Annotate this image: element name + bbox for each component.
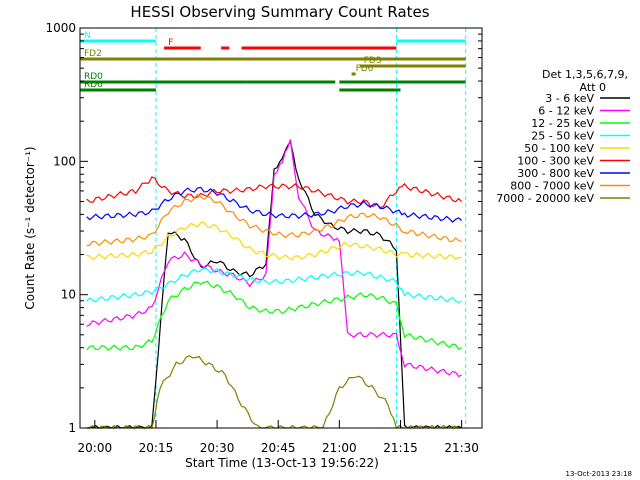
flag-label: FD3 — [364, 56, 382, 66]
series-line — [86, 193, 462, 247]
x-tick-label: 21:30 — [444, 441, 479, 455]
x-axis-label: Start Time (13-Oct-13 19:56:22) — [185, 456, 379, 470]
flag-label: FD2 — [84, 49, 102, 59]
x-tick-label: 20:30 — [200, 441, 235, 455]
series-line — [86, 221, 462, 261]
series-line — [86, 176, 463, 209]
legend-entry-label: 12 - 25 keV — [531, 117, 594, 130]
legend-entry-label: 7000 - 20000 keV — [496, 192, 594, 205]
y-tick-label: 1 — [68, 421, 76, 435]
legend-entry-label: 100 - 300 keV — [517, 155, 594, 168]
legend-entry-label: 300 - 800 keV — [517, 167, 594, 180]
legend-header-line-2: Att 0 — [580, 81, 606, 94]
y-tick-label: 1000 — [45, 21, 76, 35]
y-tick-label: 100 — [53, 154, 76, 168]
legend-entry-label: 3 - 6 keV — [545, 92, 594, 105]
flag-label: N — [84, 31, 91, 41]
legend-entry-label: 25 - 50 keV — [531, 130, 594, 143]
y-tick-label: 10 — [61, 288, 76, 302]
axes: 20:00 20:15 20:30 20:45 21:00 21:15 21:30 1 10 10… — [45, 21, 483, 455]
series-line — [86, 139, 462, 378]
x-tick-label: 20:00 — [78, 441, 113, 455]
flag-label: F — [168, 38, 173, 48]
flag-label: FD6 — [356, 64, 374, 74]
y-axis-label: Count Rate (s⁻¹ detector⁻¹) — [23, 146, 37, 309]
x-tick-label: 20:45 — [261, 441, 296, 455]
x-tick-label: 21:15 — [383, 441, 418, 455]
series-line — [86, 266, 462, 304]
series-line — [86, 186, 463, 223]
legend-header-line-1: Det 1,3,5,6,7,9, — [542, 68, 628, 81]
x-tick-label: 20:15 — [139, 441, 174, 455]
flag-label: RD6 — [84, 80, 103, 90]
flag-label: RD0 — [84, 72, 103, 82]
plot-frame — [79, 27, 483, 429]
series-line — [86, 280, 462, 352]
x-tick-label: 21:00 — [322, 441, 357, 455]
legend-entry-label: 50 - 100 keV — [524, 142, 594, 155]
timestamp: 13-Oct-2013 23:18 — [566, 470, 632, 478]
legend-entry-label: 800 - 7000 keV — [510, 180, 594, 193]
chart-title: HESSI Observing Summary Count Rates — [130, 3, 429, 21]
legend-entry-label: 6 - 12 keV — [538, 105, 594, 118]
